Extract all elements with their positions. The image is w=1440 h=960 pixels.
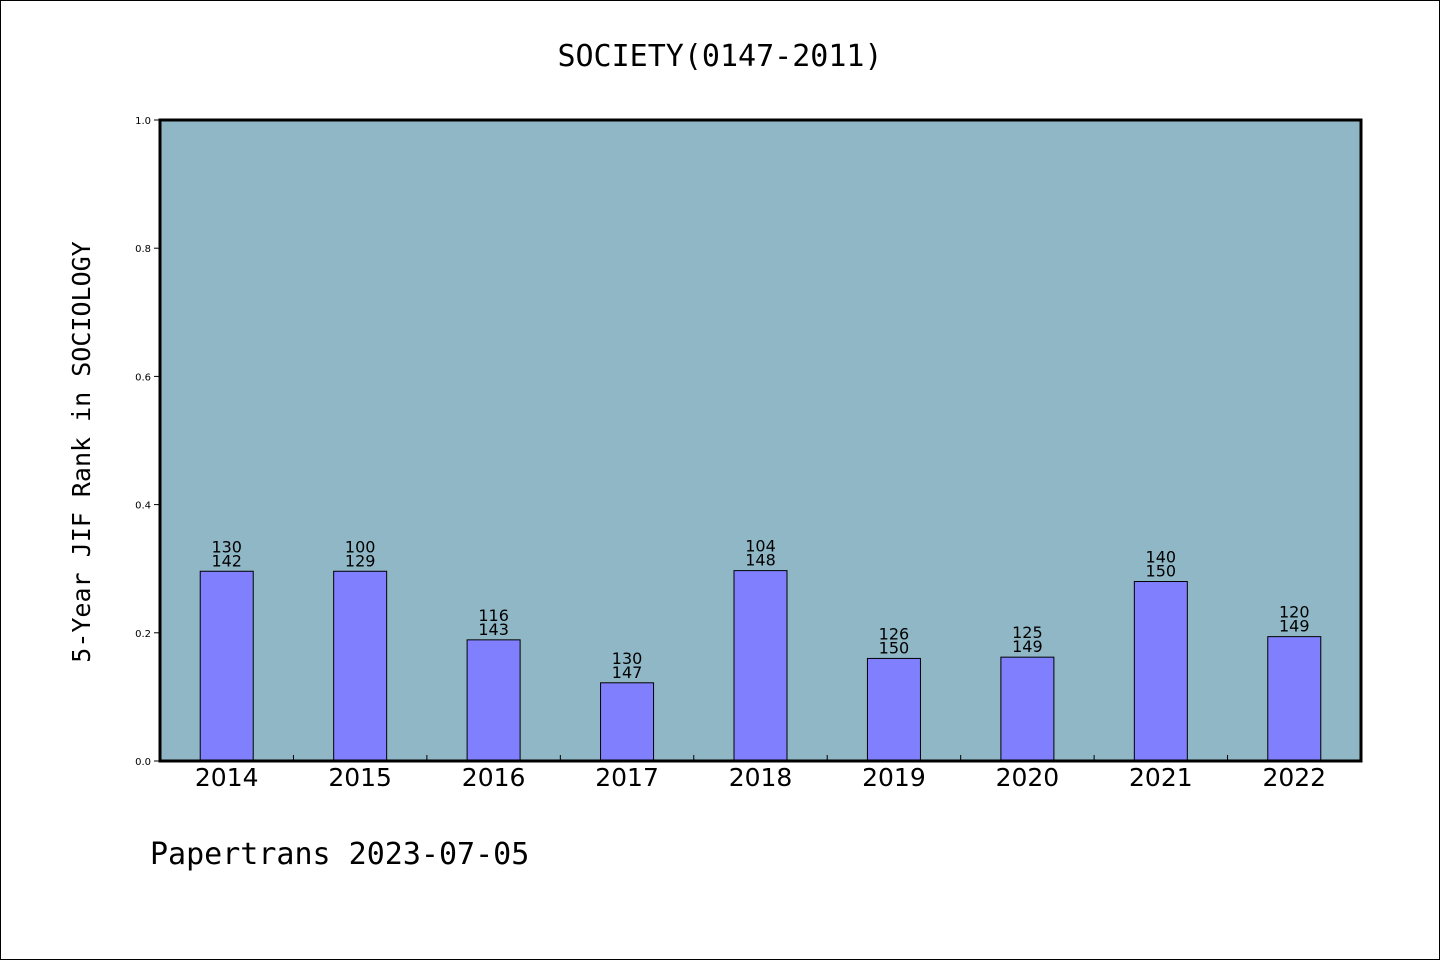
plot-border [158,118,1363,763]
total-label-2019: 150 [879,638,910,657]
y-tick-label: 0.4 [135,501,151,512]
bar-2014 [199,570,254,762]
x-tick-label-2017: 2017 [595,763,659,792]
rank-label-2022: 120 [1279,603,1310,622]
total-label-2017: 147 [612,663,643,682]
total-label-2018: 148 [745,551,776,570]
total-label-2022: 149 [1279,617,1310,636]
rank-label-2017: 130 [612,649,643,668]
total-label-2016: 143 [478,620,509,639]
x-tick-label-2014: 2014 [195,763,259,792]
y-tick-label: 1.0 [135,116,151,127]
y-tick-label: 0.2 [135,629,151,640]
total-label-2020: 149 [1012,637,1043,656]
rank-label-2021: 140 [1146,548,1177,567]
x-tick-label-2016: 2016 [462,763,526,792]
y-tick-label: 0.8 [135,244,151,255]
y-axis-label: 5-Year JIF Rank in SOCIOLOGY [67,241,96,662]
x-tick-label-2020: 2020 [996,763,1060,792]
x-tick-label-2015: 2015 [328,763,392,792]
rank-label-2019: 126 [879,624,910,643]
y-tick-label: 0.6 [135,372,151,383]
rank-label-2018: 104 [745,537,776,556]
bar-2022 [1267,636,1322,762]
bar-2018 [733,570,788,762]
rank-label-2020: 125 [1012,623,1043,642]
bar-2020 [1000,656,1055,762]
footer-watermark: Papertrans 2023-07-05 [150,837,529,872]
total-label-2014: 142 [211,551,242,570]
bar-2015 [333,570,388,762]
rank-label-2015: 100 [345,537,376,556]
total-label-2015: 129 [345,551,376,570]
bar-2019 [866,657,921,762]
x-tick-label-2021: 2021 [1129,763,1193,792]
y-tick-label: 0.0 [135,757,151,768]
bar-2016 [466,639,521,762]
chart-title: SOCIETY(0147-2011) [557,39,882,74]
rank-label-2014: 130 [211,537,242,556]
total-label-2021: 150 [1146,562,1177,581]
bar-2021 [1133,581,1188,762]
bar-2017 [600,682,655,762]
x-tick-label-2022: 2022 [1262,763,1326,792]
x-tick-label-2018: 2018 [729,763,793,792]
rank-label-2016: 116 [478,606,509,625]
x-tick-label-2019: 2019 [862,763,926,792]
